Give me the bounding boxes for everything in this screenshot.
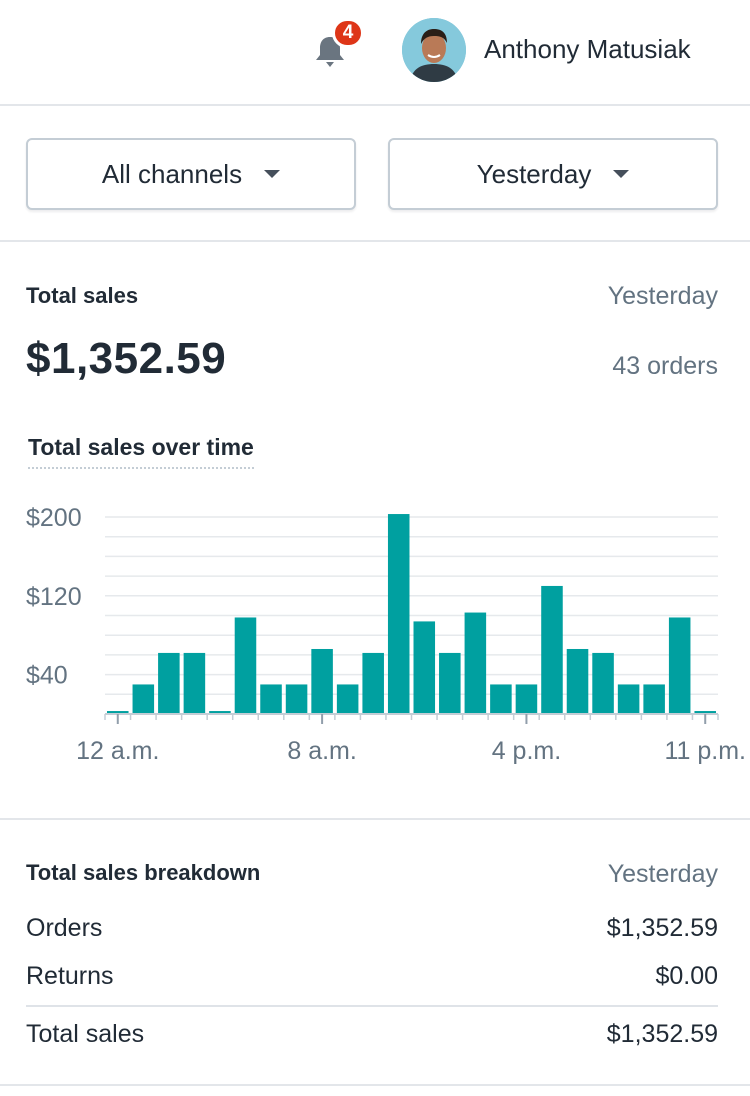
chart-bar (183, 652, 206, 714)
breakdown-divider (26, 1005, 718, 1007)
chart-bar (694, 711, 716, 714)
breakdown-row-orders-value: $1,352.59 (606, 914, 718, 942)
sales-bar-chart: $40 $120 $200 12 a.m. 8 a.m. 4 p.m. 11 p.m. (0, 490, 750, 790)
chart-bar (260, 684, 282, 714)
chart-bar (566, 648, 589, 714)
y-tick-label: $120 (26, 583, 82, 611)
total-sales-title: Total sales (26, 283, 139, 308)
user-name[interactable]: Anthony Matusiak (484, 34, 691, 64)
chart-bar (515, 684, 538, 714)
sales-breakdown-card: Total sales breakdown Yesterday Orders $… (0, 818, 750, 1086)
chart-bar (617, 684, 640, 714)
chart-bar (285, 684, 308, 714)
chart-svg: $40 $120 $200 12 a.m. 8 a.m. 4 p.m. 11 p.m. (26, 504, 746, 765)
breakdown-row-total-value: $1,352.59 (606, 1020, 718, 1048)
channel-filter-label: All channels (101, 158, 243, 189)
breakdown-row-returns-value: $0.00 (655, 962, 718, 990)
notifications-count-badge: 4 (332, 18, 364, 48)
chart-bar (413, 621, 436, 714)
total-sales-period: Yesterday (607, 282, 718, 310)
orders-count: 43 orders (612, 352, 718, 380)
chart-title[interactable]: Total sales over time (28, 434, 254, 469)
chart-bar (541, 585, 563, 714)
chart-bar (464, 612, 487, 714)
breakdown-row-returns-label: Returns (26, 962, 114, 990)
chart-bar (234, 617, 257, 714)
chart-bar (158, 652, 180, 714)
y-tick-label: $40 (26, 662, 68, 690)
chart-bar (107, 711, 129, 714)
chart-bar (668, 617, 691, 714)
x-tick-label: 4 p.m. (492, 737, 561, 765)
date-range-label: Yesterday (476, 158, 592, 189)
total-sales-value: $1,352.59 (26, 334, 227, 383)
user-avatar[interactable] (402, 18, 466, 82)
y-tick-label: $200 (26, 504, 82, 532)
breakdown-period: Yesterday (607, 860, 718, 888)
channel-filter-dropdown[interactable]: All channels (26, 138, 356, 210)
chart-bar (592, 652, 614, 714)
filters-bar: All channels Yesterday (0, 106, 750, 242)
chart-bar (439, 652, 461, 714)
chart-bar (209, 711, 231, 714)
chart-bar (387, 514, 410, 714)
chart-bar (311, 648, 333, 714)
caret-down-icon (613, 170, 630, 178)
breakdown-title: Total sales breakdown (26, 860, 261, 885)
chart-bar (490, 684, 512, 714)
breakdown-row-total-label: Total sales (26, 1020, 145, 1048)
x-tick-label: 11 p.m. (664, 737, 746, 765)
chart-bar (643, 684, 665, 714)
chart-bar (362, 652, 384, 714)
chart-bar (336, 684, 359, 714)
caret-down-icon (264, 170, 281, 178)
top-bar: 4 Anthony Matusiak (0, 0, 750, 106)
breakdown-row-orders-label: Orders (26, 914, 103, 942)
date-range-dropdown[interactable]: Yesterday (388, 138, 718, 210)
x-tick-label: 12 a.m. (76, 737, 159, 765)
chart-bar (132, 684, 155, 714)
x-tick-label: 8 a.m. (287, 737, 356, 765)
